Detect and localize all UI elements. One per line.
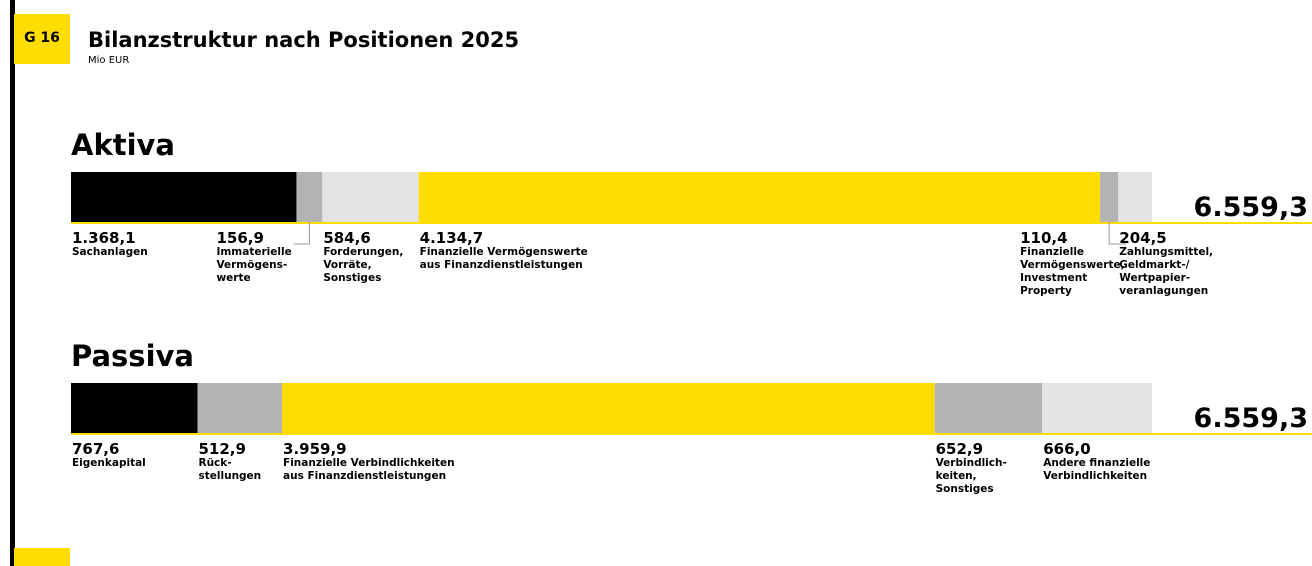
bar-segment: [282, 383, 935, 433]
value-label: 767,6: [72, 440, 120, 458]
category-label: Finanzielle Verbindlichkeiten aus Finanz…: [283, 457, 455, 482]
category-label: Zahlungsmittel, Geldmarkt-/ Wertpapier- …: [1119, 246, 1214, 297]
segment-label: 3.959,9 Finanzielle Verbindlichkeiten aus…: [283, 441, 455, 483]
category-label: Andere finanzielle Verbindlichkeiten: [1043, 457, 1151, 482]
segment-label: 204,5 Zahlungsmittel, Geldmarkt-/ Wertpap…: [1119, 230, 1213, 298]
category-label: Finanzielle Vermögenswerte aus Finanzdie…: [419, 246, 588, 271]
total-label: 6.559,3: [1193, 403, 1308, 434]
badge: G 16: [14, 14, 70, 64]
title: Bilanzstruktur nach Positionen 2025: [88, 28, 520, 52]
value-label: 3.959,9: [283, 440, 347, 458]
corner-block: [14, 548, 70, 566]
segment-label: 584,6 Forderungen, Vorräte, Sonstiges: [323, 230, 403, 285]
category-label: Sachanlagen: [72, 246, 148, 258]
segment-label: 4.134,7 Finanzielle Vermögenswerte aus Fi…: [420, 230, 588, 272]
segment-label: 156,9 Immaterielle Vermögens- werte: [216, 230, 291, 285]
category-label: Finanzielle Vermögenswerte, Investment P…: [1020, 246, 1125, 297]
bar-segment: [71, 172, 297, 222]
category-label: Verbindlich- keiten, Sonstiges: [935, 457, 1007, 495]
bar-segment: [71, 383, 198, 433]
value-label: 4.134,7: [419, 229, 484, 247]
segment-label: 1.368,1 Sachanlagen: [72, 230, 148, 259]
bar-segment: [322, 172, 419, 222]
leader-line: [293, 222, 310, 245]
value-label: 584,6: [323, 229, 371, 247]
bar-segment: [418, 172, 1101, 222]
left-rule: [10, 0, 15, 566]
value-label: 110,4: [1020, 229, 1068, 247]
value-label: 156,9: [216, 229, 264, 247]
value-label: 512,9: [198, 440, 246, 458]
section-title: Aktiva: [71, 128, 176, 162]
bar-segment: [296, 172, 323, 222]
bar-segment: [197, 383, 283, 433]
category-label: Rück- stellungen: [198, 457, 262, 482]
value-label: 1.368,1: [72, 229, 136, 247]
bar-segment: [934, 383, 1043, 433]
bar-segment: [1042, 383, 1152, 433]
section-title: Passiva: [71, 339, 194, 373]
segment-label: 652,9 Verbindlich- keiten, Sonstiges: [936, 441, 1007, 496]
value-label: 652,9: [935, 440, 984, 458]
segment-label: 666,0 Andere finanzielle Verbindlichkeite…: [1043, 441, 1150, 483]
bar-segment: [1118, 172, 1152, 222]
bar-segment: [1100, 172, 1119, 222]
segment-label: 512,9 Rück- stellungen: [199, 441, 262, 483]
value-label: 666,0: [1043, 440, 1091, 458]
segment-label: 110,4 Finanzielle Vermögenswerte, Investm…: [1020, 230, 1125, 298]
subtitle: Mio EUR: [88, 55, 130, 66]
segment-label: 767,6 Eigenkapital: [72, 441, 146, 470]
leader-line: [1108, 222, 1127, 245]
category-label: Eigenkapital: [72, 457, 146, 469]
category-label: Immaterielle Vermögens- werte: [216, 246, 292, 284]
value-label: 204,5: [1119, 229, 1167, 247]
category-label: Forderungen, Vorräte, Sonstiges: [323, 246, 404, 284]
total-label: 6.559,3: [1193, 192, 1308, 223]
